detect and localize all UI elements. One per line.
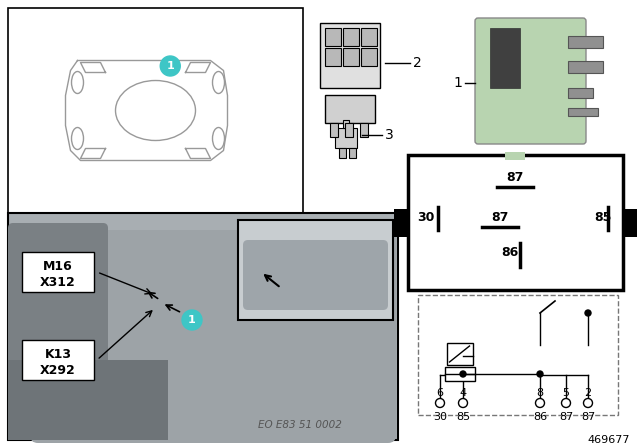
FancyBboxPatch shape [30,230,396,443]
Text: K13: K13 [45,348,72,361]
Text: 2: 2 [413,56,422,70]
Bar [568,61,603,73]
Text: 87: 87 [581,412,595,422]
Circle shape [585,310,591,316]
Text: 30: 30 [433,412,447,422]
Bar [418,295,618,415]
Text: 86: 86 [533,412,547,422]
Text: 86: 86 [501,246,518,259]
Text: 3: 3 [385,128,394,142]
Bar [22,340,94,380]
Bar [238,220,393,320]
Circle shape [160,56,180,76]
Text: 1: 1 [453,76,462,90]
FancyBboxPatch shape [243,240,388,310]
Circle shape [536,399,545,408]
FancyBboxPatch shape [475,18,586,144]
Bar [568,36,603,48]
Text: 1: 1 [188,315,196,325]
Text: 4: 4 [460,388,467,398]
Bar [8,8,303,213]
Text: 87: 87 [506,171,524,184]
Bar [505,152,525,160]
Bar [408,155,623,290]
Text: 1: 1 [166,61,174,71]
Text: 469677: 469677 [588,435,630,445]
Bar [445,367,474,381]
Bar [343,120,349,128]
Text: X312: X312 [40,276,76,289]
Bar [568,108,598,116]
Bar [361,28,377,46]
Bar [490,28,520,88]
Text: 5: 5 [563,388,570,398]
Bar [325,48,341,66]
Circle shape [460,371,466,377]
Bar [360,123,368,137]
Bar [335,128,357,148]
Text: 8: 8 [536,388,543,398]
Bar [394,210,408,237]
Bar [320,23,380,88]
Text: 85: 85 [595,211,612,224]
Text: EO E83 51 0002: EO E83 51 0002 [258,420,342,430]
Circle shape [182,310,202,330]
Bar [343,48,359,66]
Text: M16: M16 [43,259,73,272]
Text: 6: 6 [436,388,444,398]
Text: 85: 85 [456,412,470,422]
Bar [8,360,168,440]
FancyBboxPatch shape [8,223,108,440]
Bar [339,148,346,158]
Text: 2: 2 [584,388,591,398]
Bar [623,210,637,237]
Bar [345,123,353,137]
Circle shape [537,371,543,377]
Bar [325,95,375,123]
Bar [568,88,593,98]
Bar [330,123,338,137]
Text: 87: 87 [492,211,509,224]
Bar [447,343,472,365]
Circle shape [435,399,445,408]
Circle shape [584,399,593,408]
Circle shape [561,399,570,408]
Bar [361,48,377,66]
Text: 30: 30 [417,211,435,224]
Bar [343,28,359,46]
Bar [349,148,356,158]
Text: 87: 87 [559,412,573,422]
Bar [22,252,94,292]
Circle shape [458,399,467,408]
Bar [325,28,341,46]
Text: X292: X292 [40,363,76,376]
Bar [8,213,398,440]
